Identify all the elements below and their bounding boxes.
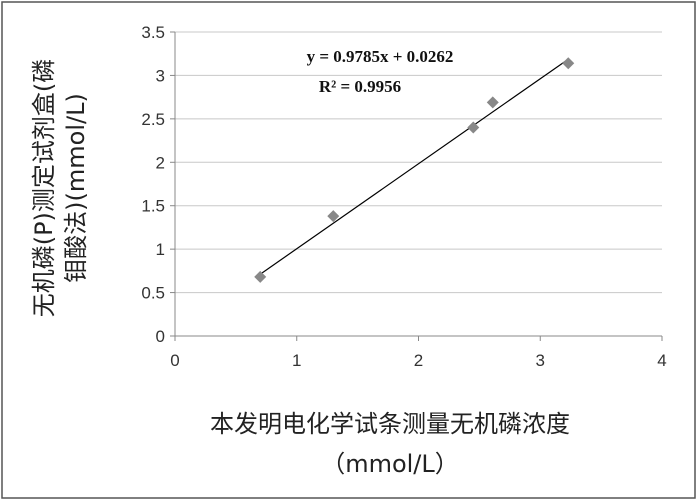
y-tick-label: 1 (156, 240, 165, 259)
y-tick-label: 2.5 (141, 110, 165, 129)
y-tick-label: 3.5 (141, 23, 165, 42)
x-tick-label: 0 (170, 351, 179, 370)
y-tick-label: 0.5 (141, 284, 165, 303)
chart: y = 0.9785x + 0.0262 R² = 0.9956 本发明电化学试… (0, 0, 697, 500)
x-axis-label: （mmol/L） (321, 450, 459, 478)
y-axis-label: 钼酸法)(mmol/L) (62, 93, 90, 283)
x-axis-label: 本发明电化学试条测量无机磷浓度 (210, 410, 570, 438)
trend-equation: y = 0.9785x + 0.0262 (307, 47, 454, 66)
y-tick-label: 3 (156, 66, 165, 85)
r-squared: R² = 0.9956 (319, 77, 401, 96)
x-tick-label: 1 (292, 351, 301, 370)
y-axis-label: 无机磷(P)测定试剂盒(磷 (30, 59, 58, 318)
y-tick-label: 2 (156, 153, 165, 172)
x-tick-label: 4 (657, 351, 666, 370)
x-tick-label: 2 (414, 351, 423, 370)
y-tick-label: 0 (156, 327, 165, 346)
y-tick-label: 1.5 (141, 197, 165, 216)
x-tick-label: 3 (536, 351, 545, 370)
